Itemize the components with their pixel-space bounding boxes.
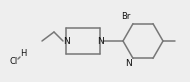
Text: N: N <box>125 59 132 68</box>
Text: N: N <box>63 36 69 46</box>
Text: Cl: Cl <box>10 57 18 67</box>
Text: Br: Br <box>122 12 131 21</box>
Text: H: H <box>20 50 26 58</box>
Text: N: N <box>97 36 103 46</box>
